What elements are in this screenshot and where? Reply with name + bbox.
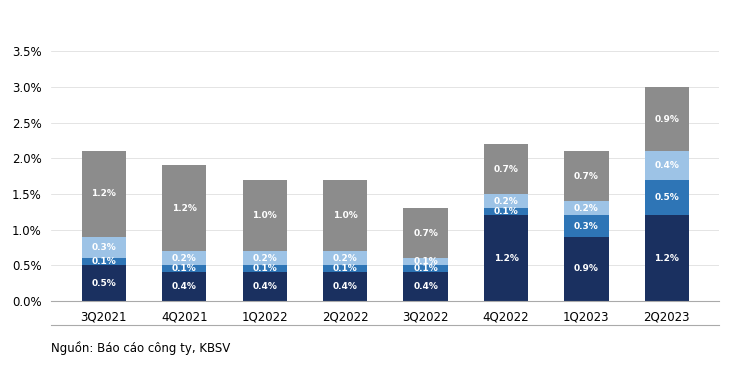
Text: 0.7%: 0.7% [493, 164, 518, 174]
Bar [484, 215, 528, 301]
Text: 0.1%: 0.1% [172, 264, 197, 273]
Text: 0.9%: 0.9% [655, 115, 679, 124]
Text: 0.5%: 0.5% [92, 279, 116, 288]
Text: 0.4%: 0.4% [172, 282, 197, 291]
Text: 0.1%: 0.1% [92, 257, 116, 266]
Bar [644, 87, 689, 151]
Bar [243, 265, 287, 272]
Text: 0.2%: 0.2% [172, 254, 197, 263]
Text: 0.1%: 0.1% [333, 264, 357, 273]
Bar [81, 265, 126, 301]
Text: 0.4%: 0.4% [413, 282, 438, 291]
Text: 0.4%: 0.4% [252, 282, 277, 291]
Bar [323, 265, 367, 272]
Bar [81, 258, 126, 265]
Bar [162, 272, 206, 301]
Bar [323, 180, 367, 251]
Bar [243, 272, 287, 301]
Bar [484, 194, 528, 208]
Bar [323, 251, 367, 265]
Text: 0.2%: 0.2% [333, 254, 357, 263]
Text: 1.2%: 1.2% [493, 254, 518, 263]
Text: 0.9%: 0.9% [574, 264, 599, 273]
Bar [484, 144, 528, 194]
Text: 0.7%: 0.7% [574, 172, 599, 181]
Bar [404, 258, 448, 265]
Text: 1.0%: 1.0% [252, 211, 277, 220]
Bar [243, 180, 287, 251]
Text: 0.1%: 0.1% [493, 207, 518, 216]
Bar [644, 215, 689, 301]
Bar [564, 201, 608, 215]
Bar [162, 166, 206, 251]
Text: 0.1%: 0.1% [413, 257, 438, 266]
Text: 1.2%: 1.2% [172, 204, 197, 213]
Bar [81, 151, 126, 237]
Text: 0.2%: 0.2% [252, 254, 277, 263]
Text: 0.4%: 0.4% [333, 282, 357, 291]
Bar [644, 151, 689, 180]
Bar [644, 180, 689, 215]
Text: 1.2%: 1.2% [655, 254, 679, 263]
Text: 1.0%: 1.0% [333, 211, 357, 220]
Text: 0.1%: 0.1% [413, 264, 438, 273]
Text: 0.2%: 0.2% [574, 204, 599, 213]
Text: 0.3%: 0.3% [574, 222, 599, 230]
Bar [323, 272, 367, 301]
Text: 1.2%: 1.2% [92, 189, 116, 199]
Text: Nguồn: Báo cáo công ty, KBSV: Nguồn: Báo cáo công ty, KBSV [51, 341, 230, 355]
Text: 0.1%: 0.1% [252, 264, 277, 273]
Bar [243, 251, 287, 265]
Bar [404, 272, 448, 301]
Bar [162, 265, 206, 272]
Bar [484, 208, 528, 215]
Text: 0.3%: 0.3% [92, 243, 116, 252]
Bar [162, 251, 206, 265]
Bar [564, 151, 608, 201]
Bar [404, 208, 448, 258]
Bar [81, 237, 126, 258]
Bar [404, 265, 448, 272]
Bar [564, 237, 608, 301]
Bar [564, 215, 608, 237]
Text: 0.4%: 0.4% [655, 161, 679, 170]
Text: 0.2%: 0.2% [493, 197, 518, 206]
Text: 0.7%: 0.7% [413, 229, 438, 238]
Text: 0.5%: 0.5% [655, 193, 679, 202]
